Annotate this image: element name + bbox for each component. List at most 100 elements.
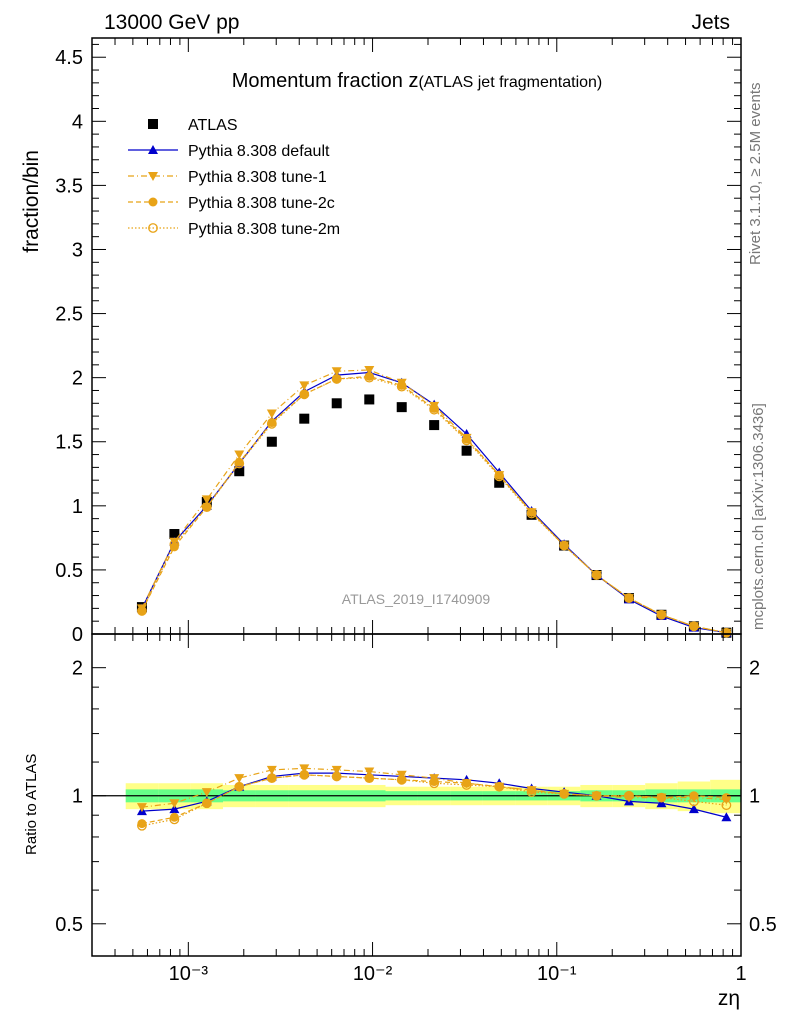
x-tick-label: 10⁻² — [353, 963, 393, 985]
ratio-point — [656, 793, 666, 803]
legend-marker — [148, 223, 158, 233]
data-point — [429, 404, 440, 415]
legend-marker — [148, 119, 158, 129]
data-point — [494, 471, 505, 482]
ratio-panel: Ratio to ATLAS zη 0.5 0.5 1 1 2 2 10⁻³ 10⁻² 10⁻¹… — [23, 633, 777, 1010]
ratio-point — [234, 774, 245, 784]
data-point — [169, 542, 179, 552]
ratio-point — [202, 798, 212, 808]
legend: ATLAS Pythia 8.308 default Pythia 8.308 tu… — [128, 117, 340, 238]
legend-marker — [148, 172, 158, 181]
main-data-layer — [136, 365, 732, 638]
ratio-point — [169, 799, 180, 809]
ratio-point — [331, 771, 342, 782]
ratio-xlabel: zη — [718, 987, 740, 1010]
y-tick-label: 4 — [72, 111, 83, 133]
ratio-y-tick-label-right: 0.5 — [749, 914, 777, 936]
y-tick-label: 1 — [72, 496, 83, 518]
legend-label: Pythia 8.308 default — [188, 143, 330, 160]
watermark: ATLAS_2019_I1740909 — [342, 591, 491, 607]
ratio-point — [494, 782, 504, 792]
ratio-point — [299, 769, 310, 780]
data-point — [169, 539, 180, 550]
ratio-point — [656, 798, 667, 808]
data-point — [201, 502, 212, 513]
ratio-point — [624, 790, 634, 801]
legend-entry: Pythia 8.308 tune-2c — [128, 195, 335, 212]
ratio-point — [494, 781, 505, 792]
legend-marker — [148, 145, 158, 154]
ratio-point — [429, 778, 440, 789]
ratio-y-tick-label: 1 — [72, 786, 83, 808]
data-point — [591, 570, 602, 580]
data-point — [721, 627, 732, 638]
ratio-point — [656, 792, 667, 803]
data-point — [396, 402, 407, 413]
y-tick-label: 3.5 — [55, 175, 83, 197]
data-point — [331, 374, 342, 384]
ratio-point — [559, 789, 569, 799]
data-point — [494, 477, 505, 488]
y-tick-label: 2 — [72, 368, 83, 390]
y-tick-label: 2.5 — [55, 304, 83, 326]
ratio-point — [559, 788, 570, 799]
header-left: 13000 GeV pp — [104, 11, 239, 34]
ratio-point — [201, 798, 212, 809]
data-point — [331, 367, 342, 377]
data-point — [559, 540, 570, 551]
ratio-point — [266, 765, 277, 775]
main-panel: Momentum fraction z(ATLAS jet fragmentat… — [20, 37, 742, 646]
x-tick-label: 1 — [735, 963, 746, 985]
data-point — [656, 610, 666, 620]
data-point — [299, 389, 310, 400]
data-point — [169, 537, 180, 547]
legend-entry: Pythia 8.308 tune-1 — [128, 169, 327, 186]
ratio-point — [201, 788, 212, 798]
legend-entry: Pythia 8.308 default — [128, 143, 330, 160]
data-point — [592, 570, 602, 580]
data-point — [364, 372, 375, 383]
data-point — [266, 418, 277, 429]
series-4 — [137, 372, 732, 638]
legend-entry: ATLAS — [148, 117, 238, 134]
header-right: Jets — [691, 11, 730, 34]
ratio-point — [592, 791, 602, 801]
ratio-point — [137, 819, 147, 829]
ratio-point — [267, 773, 277, 783]
data-point — [688, 621, 699, 632]
y-tick-label: 0.5 — [55, 560, 83, 582]
y-tick-label: 4.5 — [55, 47, 83, 69]
data-point — [721, 628, 731, 638]
main-ylabel: fraction/bin — [20, 150, 43, 253]
ratio-ylabel: Ratio to ATLAS — [23, 754, 40, 855]
data-point — [201, 495, 212, 505]
data-point — [234, 450, 245, 460]
series-line — [141, 377, 727, 634]
x-tick-label: 10⁻¹ — [537, 963, 577, 985]
ratio-point — [137, 820, 147, 831]
ratio-point — [331, 765, 342, 775]
x-tick-label: 10⁻³ — [169, 963, 209, 985]
data-point — [364, 394, 375, 405]
data-point — [169, 529, 180, 540]
ratio-point — [169, 814, 180, 825]
legend-marker — [148, 197, 158, 207]
ratio-y-tick-label: 2 — [72, 658, 83, 680]
legend-entry: Pythia 8.308 tune-2m — [128, 221, 340, 238]
data-point — [299, 413, 310, 424]
data-point — [299, 381, 310, 391]
legend-label: ATLAS — [188, 117, 238, 134]
ratio-y-tick-label-right: 1 — [749, 786, 760, 808]
data-point — [396, 381, 407, 392]
data-point — [364, 365, 375, 375]
ratio-point — [169, 804, 180, 814]
ratio-data-layer — [136, 764, 732, 831]
ratio-point — [136, 803, 147, 813]
mcplots-label: mcplots.cern.ch [arXiv:1306.3436] — [750, 403, 767, 630]
data-point — [624, 593, 634, 604]
ratio-point — [721, 800, 732, 811]
data-point — [234, 466, 245, 477]
ratio-point — [364, 773, 374, 783]
data-point — [266, 409, 277, 419]
